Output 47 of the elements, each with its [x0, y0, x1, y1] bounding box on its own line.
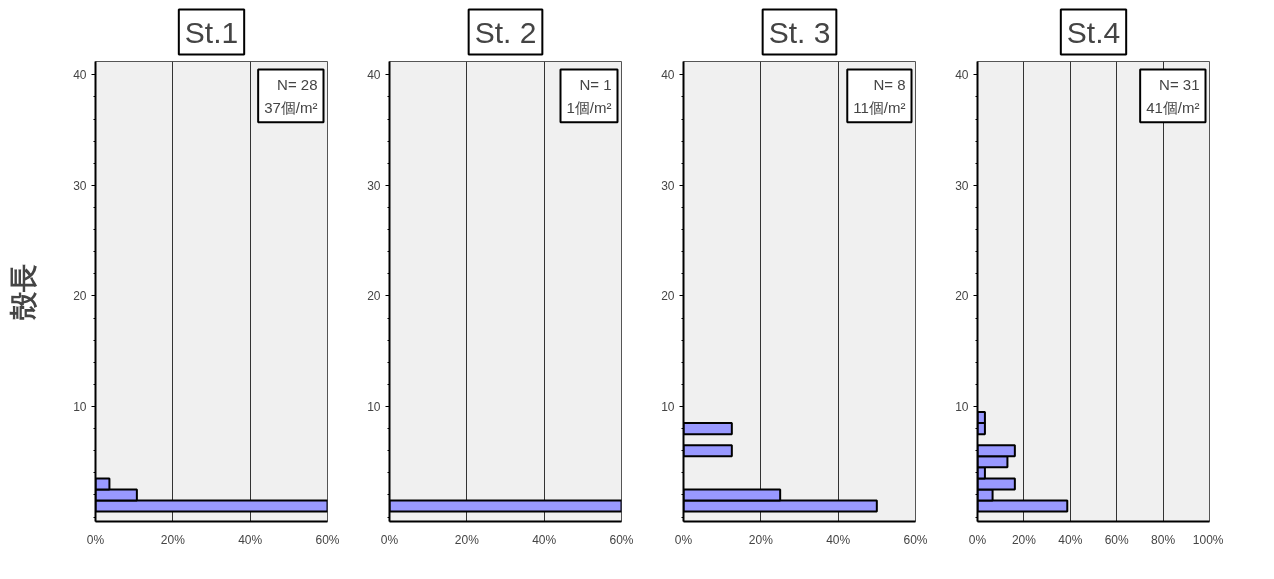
x-tick-label: 0%	[86, 532, 105, 547]
y-tick-label: 40	[955, 68, 969, 83]
x-tick-label: 40%	[532, 532, 557, 547]
y-tick-label: 40	[73, 68, 87, 83]
annotation: N= 31	[1159, 75, 1200, 93]
annotation: 41個/m²	[1146, 99, 1200, 117]
y-tick-label: 10	[955, 400, 969, 414]
x-tick-label: 40%	[238, 532, 263, 547]
chart-title: St.4	[1066, 15, 1121, 49]
x-tick-label: 0%	[380, 532, 399, 547]
x-tick-label: 20%	[454, 532, 480, 547]
annotation: 11個/m²	[853, 99, 906, 117]
y-tick-label: 20	[661, 289, 675, 304]
y-tick-label: 30	[367, 178, 381, 193]
chart-title: St.1	[184, 15, 239, 49]
x-tick-label: 20%	[1011, 532, 1037, 547]
y-axis-title: 殻長	[7, 263, 41, 321]
annotation: N= 8	[873, 75, 906, 93]
y-tick-label: 20	[367, 289, 381, 304]
x-tick-label: 40%	[1058, 532, 1083, 547]
y-tick-label: 30	[955, 178, 969, 193]
y-tick-label: 30	[73, 178, 87, 193]
y-tick-label: 10	[73, 400, 87, 414]
x-tick-label: 20%	[748, 532, 774, 547]
chart-title: St. 3	[768, 15, 831, 49]
chart-title: St. 2	[474, 15, 537, 49]
x-tick-label: 80%	[1151, 532, 1176, 547]
x-tick-label: 0%	[674, 532, 693, 547]
y-tick-label: 20	[73, 289, 87, 304]
x-tick-label: 0%	[968, 532, 987, 547]
annotation: N= 28	[277, 75, 318, 93]
annotation: 1個/m²	[566, 99, 612, 117]
x-tick-label: 20%	[160, 532, 186, 547]
x-tick-label: 60%	[1104, 532, 1130, 547]
x-tick-label: 60%	[903, 532, 928, 547]
x-tick-label: 40%	[826, 532, 851, 547]
y-tick-label: 10	[661, 400, 675, 414]
x-tick-label: 60%	[315, 532, 340, 547]
y-tick-label: 40	[661, 68, 675, 83]
annotation: 37個/m²	[264, 99, 318, 117]
y-tick-label: 10	[367, 400, 381, 414]
y-tick-label: 20	[955, 289, 969, 304]
annotation: N= 1	[579, 75, 612, 93]
x-tick-label: 60%	[609, 532, 634, 547]
x-tick-label: 100%	[1192, 532, 1224, 547]
y-tick-label: 40	[367, 68, 381, 83]
y-tick-label: 30	[661, 178, 675, 193]
